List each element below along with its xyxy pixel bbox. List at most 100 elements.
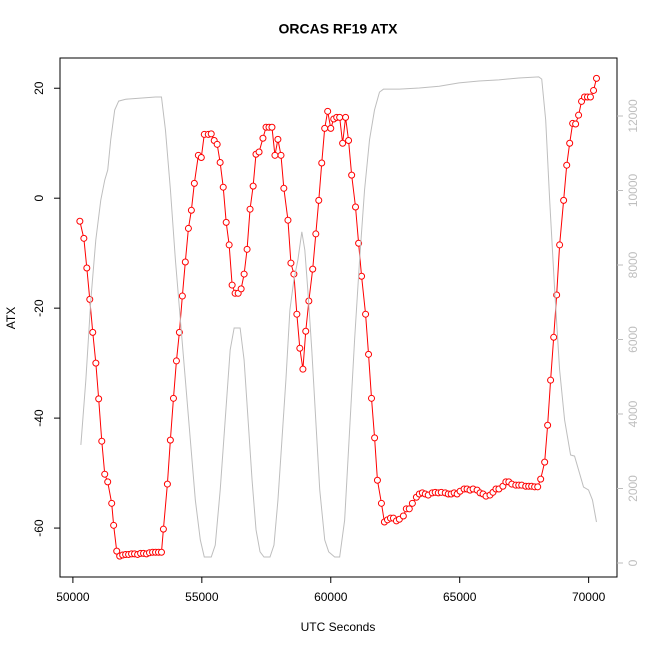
data-point [342,113,350,121]
data-point [222,218,230,226]
data-point [284,216,292,224]
data-point [544,421,552,429]
data-point [556,241,564,249]
data-point [534,483,542,491]
data-point [255,148,263,156]
data-point [302,327,310,335]
data-point [104,478,112,486]
data-point [237,285,245,293]
data-point [408,499,416,507]
data-point [358,272,366,280]
data-point [172,357,180,365]
data-point [547,376,555,384]
data-point [321,124,329,132]
data-point [86,295,94,303]
data-point [371,434,379,442]
data-point [166,436,174,444]
data-point [184,224,192,232]
data-point [83,264,91,272]
data-point [274,135,282,143]
data-point [197,154,205,162]
data-point [246,205,254,213]
data-point [339,139,347,147]
y2-tick-label: 0 [626,559,640,566]
data-point [362,310,370,318]
data-point [309,265,317,273]
data-point [259,134,267,142]
y2-tick-label: 12000 [626,99,640,133]
data-point [324,107,332,115]
data-point [243,245,251,253]
data-point [190,179,198,187]
data-point [181,258,189,266]
data-point [187,206,195,214]
data-point [590,86,598,94]
data-point [368,394,376,402]
x-tick-label: 60000 [314,590,348,604]
x-tick-label: 55000 [185,590,219,604]
data-point [101,470,109,478]
data-point [312,230,320,238]
data-point [98,437,106,445]
y2-tick-label: 2000 [626,475,640,502]
y-axis-label: ATX [4,307,18,329]
x-axis-label: UTC Seconds [301,620,376,634]
data-point [318,159,326,167]
data-point [537,475,545,483]
data-point [225,241,233,249]
data-point [80,234,88,242]
y2-tick-label: 4000 [626,400,640,427]
data-point [592,74,600,82]
data-point [560,196,568,204]
data-point [213,140,221,148]
data-point [348,171,356,179]
data-point [207,130,215,138]
data-point [271,151,279,159]
data-point [299,365,307,373]
y-tick-label: 0 [32,195,46,202]
data-point [293,310,301,318]
data-point [563,161,571,169]
data-point [163,480,171,488]
data-point [365,350,373,358]
y2-tick-label: 10000 [626,173,640,207]
data-point [355,239,363,247]
data-point [315,196,323,204]
y-tick-label: 20 [32,81,46,95]
data-point [405,505,413,513]
data-point [159,525,167,533]
data-point [219,183,227,191]
data-point [290,270,298,278]
y2-tick-label: 6000 [626,326,640,353]
data-point [92,359,100,367]
data-point [76,217,84,225]
data-point [113,547,121,555]
data-point [566,139,574,147]
y2-tick-label: 8000 [626,251,640,278]
data-point [249,182,257,190]
y-tick-label: -40 [32,409,46,427]
data-point [296,344,304,352]
data-point [327,124,335,132]
data-point [108,499,116,507]
data-point [377,499,385,507]
data-point [89,328,97,336]
plot-frame [59,57,618,578]
data-point [336,113,344,121]
x-tick-label: 70000 [572,590,606,604]
data-point [268,123,276,131]
data-point [572,120,580,128]
data-point [550,333,558,341]
data-point [110,521,118,529]
data-point [240,270,248,278]
data-point [95,395,103,403]
data-point [575,111,583,119]
data-point [169,394,177,402]
data-point [345,136,353,144]
data-point [228,281,236,289]
data-point [373,476,381,484]
data-point [541,458,549,466]
data-point [277,151,285,159]
x-tick-label: 50000 [56,590,90,604]
